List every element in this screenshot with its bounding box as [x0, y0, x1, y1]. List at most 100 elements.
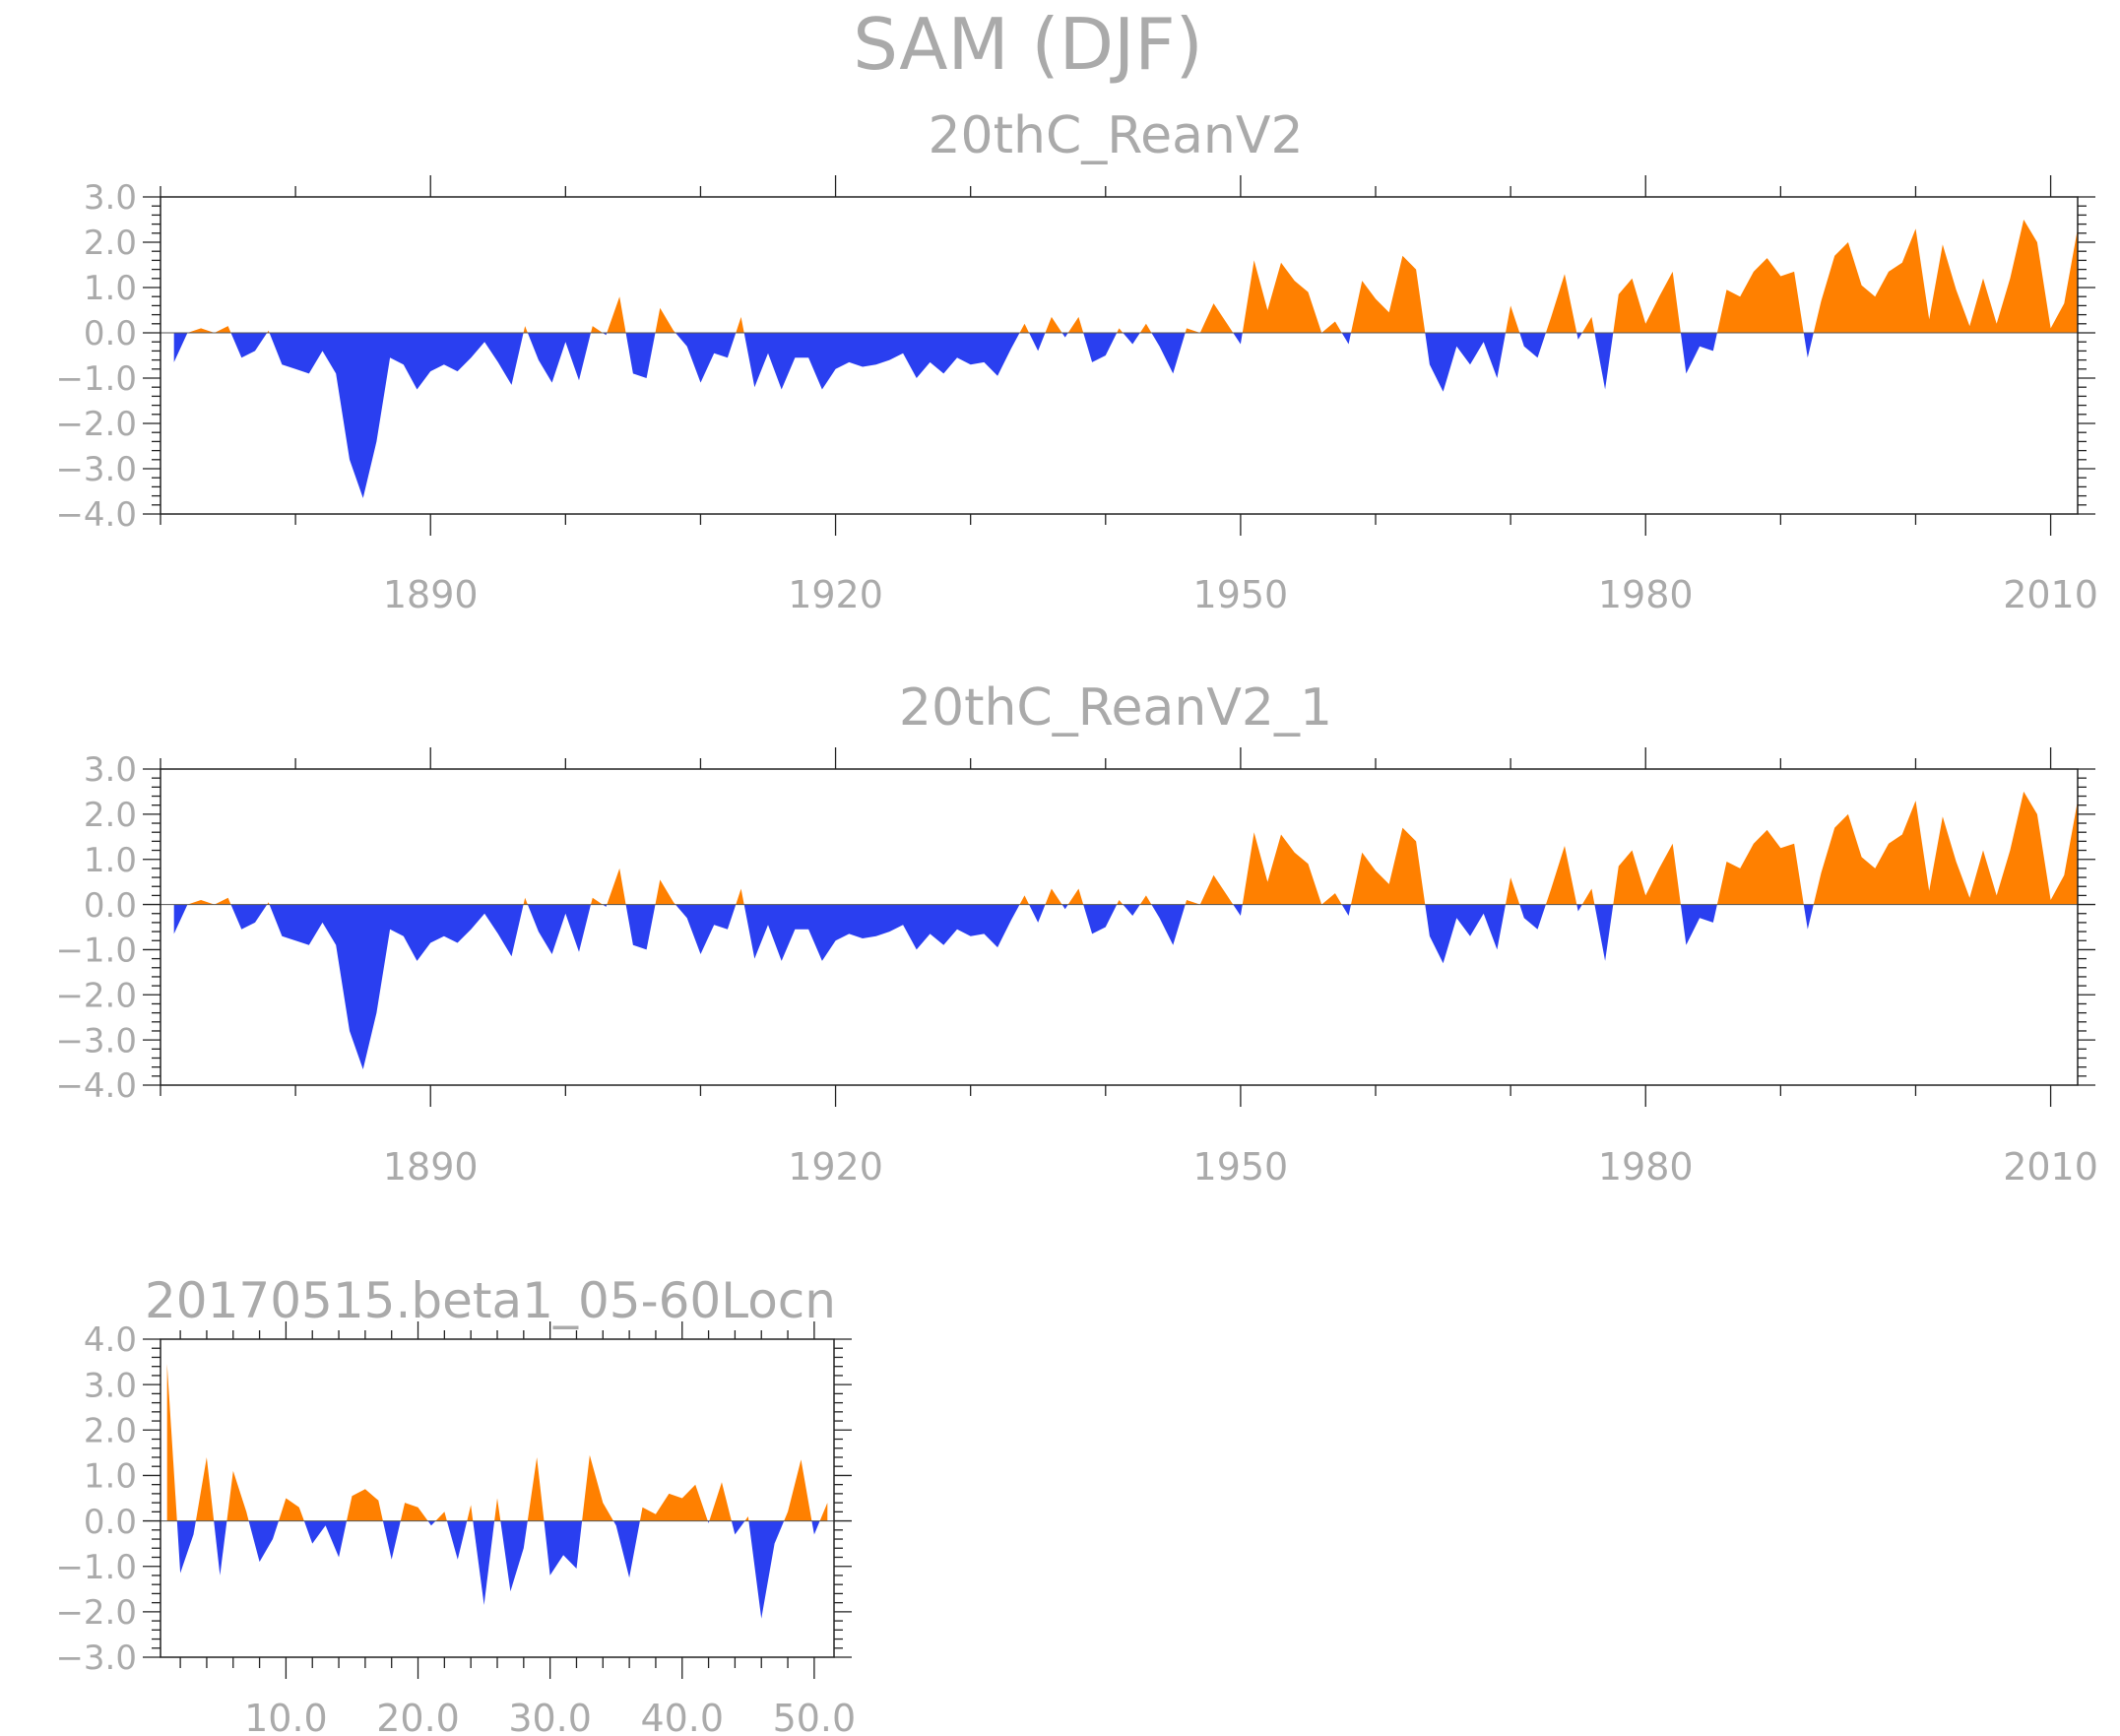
- positive-area-12: [435, 1511, 447, 1521]
- negative-area-28: [1341, 333, 1351, 345]
- negative-area-14: [743, 333, 1020, 390]
- y-tick-label: −2.0: [55, 405, 137, 444]
- y-tick-label: 4.0: [84, 1320, 137, 1360]
- negative-area-4: [269, 904, 524, 1069]
- positive-area-2: [195, 1457, 215, 1521]
- negative-area-27: [748, 1520, 785, 1619]
- x-tick-label: 1980: [1598, 1145, 1694, 1189]
- positive-area-35: [1581, 316, 1595, 333]
- negative-area-3: [214, 1520, 227, 1575]
- negative-area-16: [1029, 333, 1046, 352]
- positive-area-21: [1117, 900, 1124, 905]
- positive-area-41: [1813, 791, 2078, 905]
- positive-area-24: [709, 1482, 732, 1521]
- negative-area-13: [446, 1520, 468, 1560]
- x-tick-label: 2010: [2003, 573, 2098, 616]
- negative-area-34: [1576, 904, 1582, 912]
- positive-area-35: [1581, 888, 1595, 905]
- positive-area-0: [166, 1364, 177, 1521]
- chart-2-title: 20thC_ReanV2_1: [899, 678, 1332, 738]
- positive-area-33: [1545, 846, 1577, 905]
- negative-area-0: [173, 333, 188, 362]
- y-tick-label: 1.0: [84, 841, 137, 880]
- positive-area-5: [523, 326, 528, 333]
- x-tick-label: 1890: [383, 573, 479, 616]
- positive-area-29: [1351, 255, 1426, 333]
- y-tick-label: −2.0: [55, 977, 137, 1016]
- positive-area-22: [639, 1484, 708, 1521]
- positive-area-11: [655, 307, 675, 333]
- chart-panel-1: 20thC_ReanV2 −4.0 −3.0 −2.0 −1.0 0.0 1.0 2.0 3.…: [55, 106, 2097, 616]
- chart-1-frame: [160, 196, 2079, 515]
- positive-area-26: [744, 1516, 749, 1521]
- y-tick-label: −2.0: [55, 1593, 137, 1633]
- positive-area-9: [607, 296, 626, 333]
- figure-title: SAM (DJF): [853, 3, 1203, 86]
- negative-area-11: [427, 1520, 436, 1526]
- x-tick-label: 1920: [788, 1145, 883, 1189]
- chart-1-series-area: [173, 220, 2078, 498]
- positive-area-27: [1242, 260, 1342, 333]
- negative-area-38: [1680, 333, 1717, 374]
- positive-area-23: [1139, 895, 1152, 905]
- y-tick-label: 2.0: [84, 224, 137, 263]
- negative-area-10: [625, 904, 656, 950]
- y-tick-label: −3.0: [55, 450, 137, 489]
- chart-3-title: 20170515.beta1_05-60Locn: [145, 1272, 836, 1329]
- negative-area-34: [1576, 333, 1582, 340]
- negative-area-19: [544, 1520, 583, 1575]
- negative-area-6: [527, 904, 591, 954]
- chart-3-data-points: [166, 1364, 828, 1619]
- y-tick-label: 1.0: [84, 1457, 137, 1497]
- positive-area-19: [1067, 316, 1084, 333]
- negative-area-36: [1594, 333, 1614, 390]
- negative-area-14: [743, 904, 1020, 961]
- positive-area-37: [1613, 271, 1681, 333]
- y-tick-label: −1.0: [55, 359, 137, 399]
- x-tick-label: 1950: [1193, 1145, 1289, 1189]
- positive-area-41: [1813, 220, 2078, 333]
- y-tick-label: −3.0: [55, 1021, 137, 1061]
- y-tick-label: −3.0: [55, 1639, 137, 1678]
- positive-area-13: [736, 316, 744, 333]
- positive-area-25: [1185, 874, 1234, 905]
- positive-area-15: [1019, 895, 1030, 905]
- positive-area-17: [1045, 316, 1062, 333]
- x-tick-label: 1980: [1598, 573, 1694, 616]
- negative-area-32: [1519, 333, 1546, 358]
- positive-area-15: [1019, 323, 1030, 333]
- positive-area-14: [467, 1505, 474, 1521]
- positive-area-8: [347, 1489, 383, 1521]
- positive-area-25: [1185, 303, 1234, 333]
- positive-area-3: [267, 330, 270, 333]
- positive-area-4: [226, 1470, 249, 1521]
- negative-area-4: [269, 333, 524, 498]
- negative-area-8: [603, 904, 608, 907]
- negative-area-26: [1233, 904, 1243, 916]
- x-tick-label: 30.0: [508, 1697, 592, 1736]
- positive-area-31: [1506, 877, 1520, 905]
- y-tick-label: 3.0: [84, 1366, 137, 1405]
- y-tick-label: 2.0: [84, 1412, 137, 1451]
- negative-area-24: [1151, 333, 1186, 374]
- x-tick-label: 1950: [1193, 573, 1289, 616]
- negative-area-23: [707, 1520, 710, 1523]
- chart-1-plot: −4.0 −3.0 −2.0 −1.0 0.0 1.0 2.0 3.0 1890 1920 1950…: [55, 175, 2098, 616]
- negative-area-17: [500, 1520, 528, 1592]
- chart-2-plot: −4.0 −3.0 −2.0 −1.0 0.0 1.0 2.0 3.0 1890 1920 1950…: [55, 747, 2098, 1189]
- positive-area-5: [523, 897, 528, 905]
- negative-area-30: [1425, 904, 1506, 964]
- positive-area-3: [267, 902, 270, 905]
- x-tick-label: 10.0: [244, 1697, 328, 1736]
- negative-area-30: [1425, 333, 1506, 392]
- x-tick-label: 20.0: [376, 1697, 460, 1736]
- y-tick-label: −4.0: [55, 495, 137, 535]
- negative-area-12: [675, 904, 737, 954]
- negative-area-16: [1029, 904, 1046, 923]
- positive-area-31: [1506, 305, 1520, 333]
- y-tick-label: −1.0: [55, 1548, 137, 1587]
- negative-area-38: [1680, 904, 1717, 945]
- y-tick-label: 3.0: [84, 750, 137, 790]
- chart-1-title: 20thC_ReanV2: [928, 106, 1303, 165]
